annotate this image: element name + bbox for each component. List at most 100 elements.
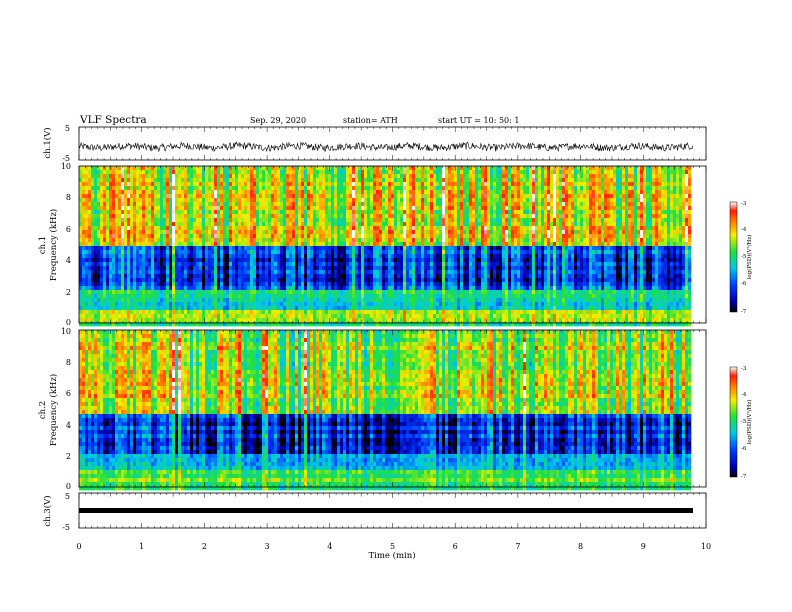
spectrogram-cell: [178, 190, 182, 195]
spectrogram-cell: [157, 218, 161, 223]
spectrogram-cell: [613, 258, 617, 263]
spectrogram-cell: [550, 238, 554, 243]
spectrogram-cell: [664, 182, 668, 187]
spectrogram-cell: [94, 214, 98, 219]
spectrogram-cell: [682, 190, 686, 195]
spectrogram-cell: [148, 210, 152, 215]
spectrogram-cell: [241, 234, 245, 239]
spectrogram-cell: [355, 178, 359, 183]
spectrogram-cell: [316, 194, 320, 199]
spectrogram-cell: [679, 178, 683, 183]
spectrogram-cell: [265, 214, 269, 219]
spectrogram-cell: [391, 258, 395, 263]
spectrogram-cell: [172, 202, 176, 207]
spectrogram-cell: [295, 246, 299, 251]
spectrogram-cell: [238, 182, 242, 187]
spectrogram-cell: [538, 182, 542, 187]
spectrogram-cell: [151, 194, 155, 199]
spectrogram-cell: [646, 230, 650, 235]
spectrogram-cell: [298, 194, 302, 199]
spectrogram-cell: [106, 178, 110, 183]
spectrogram-cell: [655, 230, 659, 235]
spectrogram-cell: [463, 234, 467, 239]
spectrogram-cell: [298, 190, 302, 195]
spectrogram-cell: [523, 258, 527, 263]
spectrogram-cell: [208, 238, 212, 243]
spectrogram-cell: [346, 226, 350, 231]
spectrogram-cell: [322, 238, 326, 243]
spectrogram-cell: [553, 206, 557, 211]
spectrogram-cell: [310, 198, 314, 203]
spectrogram-cell: [601, 186, 605, 191]
spectrogram-cell: [421, 194, 425, 199]
spectrogram-cell: [88, 166, 92, 171]
spectrogram-cell: [442, 166, 446, 171]
spectrogram-cell: [358, 238, 362, 243]
spectrogram-cell: [94, 242, 98, 247]
spectrogram-cell: [469, 222, 473, 227]
spectrogram-cell: [538, 258, 542, 263]
spectrogram-cell: [433, 182, 437, 187]
spectrogram-cell: [259, 174, 263, 179]
spectrogram-cell: [658, 258, 662, 263]
spectrogram-cell: [109, 190, 113, 195]
spectrogram-cell: [112, 170, 116, 175]
spectrogram-cell: [367, 210, 371, 215]
spectrogram-cell: [196, 242, 200, 247]
spectrogram-cell: [640, 174, 644, 179]
spectrogram-cell: [97, 170, 101, 175]
spectrogram-cell: [97, 226, 101, 231]
spectrogram-cell: [259, 182, 263, 187]
spectrogram-cell: [400, 238, 404, 243]
spectrogram-cell: [244, 174, 248, 179]
spectrogram-cell: [118, 222, 122, 227]
spectrogram-cell: [361, 182, 365, 187]
spectrogram-cell: [664, 218, 668, 223]
spectrogram-cell: [418, 198, 422, 203]
spectrogram-cell: [130, 166, 134, 171]
spectrogram-cell: [421, 178, 425, 183]
spectrogram-cell: [139, 230, 143, 235]
spectrogram-cell: [133, 198, 137, 203]
spectrogram-cell: [244, 246, 248, 251]
spectrogram-cell: [289, 258, 293, 263]
spectrogram-cell: [481, 206, 485, 211]
spectrogram-cell: [655, 182, 659, 187]
spectrogram-cell: [82, 182, 86, 187]
spectrogram-cell: [88, 238, 92, 243]
spectrogram-cell: [109, 242, 113, 247]
spectrogram-cell: [550, 218, 554, 223]
spectrogram-cell: [421, 250, 425, 255]
spectrogram-cell: [175, 170, 179, 175]
spectrogram-cell: [403, 166, 407, 171]
spectrogram-cell: [193, 186, 197, 191]
spectrogram-cell: [343, 250, 347, 255]
spectrogram-cell: [250, 230, 254, 235]
spectrogram-cell: [649, 234, 653, 239]
spectrogram-cell: [688, 258, 692, 263]
spectrogram-cell: [280, 242, 284, 247]
spectrogram-cell: [247, 222, 251, 227]
spectrogram-cell: [367, 254, 371, 259]
spectrogram-cell: [433, 222, 437, 227]
spectrogram-cell: [178, 210, 182, 215]
spectrogram-cell: [586, 166, 590, 171]
spectrogram-cell: [565, 222, 569, 227]
spectrogram-cell: [475, 186, 479, 191]
spectrogram-cell: [418, 254, 422, 259]
spectrogram-cell: [316, 206, 320, 211]
spectrogram-cell: [97, 246, 101, 251]
spectrogram-cell: [472, 214, 476, 219]
spectrogram-cell: [196, 206, 200, 211]
spectrogram-cell: [394, 206, 398, 211]
spectrogram-cell: [547, 214, 551, 219]
spectrogram-cell: [415, 210, 419, 215]
spectrogram-cell: [175, 190, 179, 195]
spectrogram-cell: [526, 198, 530, 203]
spectrogram-cell: [214, 214, 218, 219]
spectrogram-cell: [457, 258, 461, 263]
spectrogram-cell: [403, 206, 407, 211]
spectrogram-cell: [667, 222, 671, 227]
spectrogram-cell: [448, 226, 452, 231]
spectrogram-cell: [535, 178, 539, 183]
